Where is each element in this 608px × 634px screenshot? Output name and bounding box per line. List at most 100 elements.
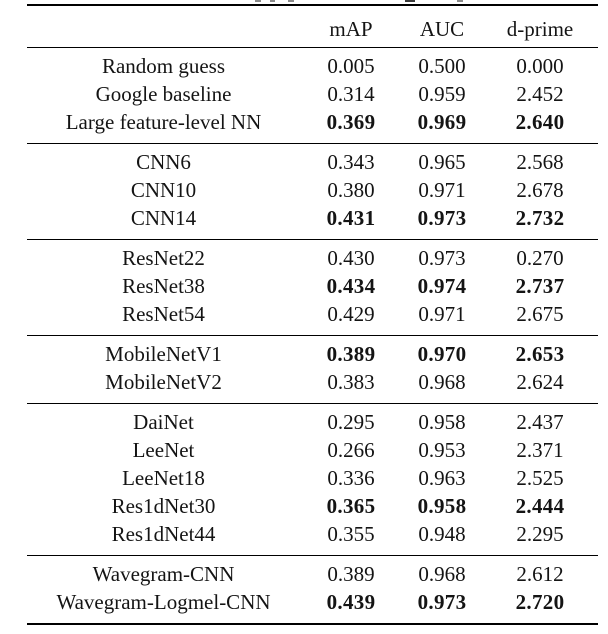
row-label: ResNet38: [122, 274, 205, 298]
dprime-value: 2.568: [516, 150, 564, 174]
map-value: 0.380: [327, 178, 375, 202]
row-label: LeeNet18: [122, 466, 205, 490]
table-row: ResNet38 0.434 0.974 2.737: [27, 272, 598, 300]
map-value: 0.365: [326, 494, 376, 518]
dprime-value: 2.612: [516, 562, 564, 586]
caption-remnant: [405, 0, 415, 2]
auc-value: 0.973: [417, 590, 467, 614]
row-label: Wavegram-CNN: [92, 562, 235, 586]
map-value: 0.343: [327, 150, 375, 174]
map-value: 0.005: [327, 54, 375, 78]
table-row: Wavegram-Logmel-CNN 0.439 0.973 2.720: [27, 588, 598, 624]
section-wavegram: Wavegram-CNN 0.389 0.968 2.612 Wavegram-…: [27, 556, 598, 625]
row-label: Large feature-level NN: [65, 110, 262, 134]
auc-value: 0.968: [418, 370, 466, 394]
auc-value: 0.973: [418, 246, 466, 270]
table-row: Res1dNet44 0.355 0.948 2.295: [27, 520, 598, 556]
dprime-value: 2.295: [516, 522, 564, 546]
section-baselines: Random guess 0.005 0.500 0.000 Google ba…: [27, 48, 598, 144]
table-row: CNN14 0.431 0.973 2.732: [27, 204, 598, 240]
dprime-value: 0.000: [516, 54, 564, 78]
auc-value: 0.963: [418, 466, 466, 490]
map-value: 0.369: [326, 110, 376, 134]
auc-value: 0.971: [418, 302, 466, 326]
map-value: 0.430: [327, 246, 375, 270]
auc-value: 0.500: [418, 54, 466, 78]
table-row: Google baseline 0.314 0.959 2.452: [27, 80, 598, 108]
section-mobilenet: MobileNetV1 0.389 0.970 2.653 MobileNetV…: [27, 336, 598, 404]
table-header: mAP AUC d-prime: [27, 5, 598, 48]
dprime-value: 2.678: [516, 178, 564, 202]
dprime-value: 2.675: [516, 302, 564, 326]
map-value: 0.266: [327, 438, 375, 462]
dprime-value: 2.732: [515, 206, 565, 230]
map-value: 0.431: [326, 206, 376, 230]
row-label: Res1dNet30: [111, 494, 216, 518]
auc-value: 0.970: [417, 342, 467, 366]
col-header-dprime: d-prime: [506, 17, 574, 41]
auc-value: 0.953: [418, 438, 466, 462]
caption-remnant: [270, 0, 275, 2]
row-label: Random guess: [101, 54, 226, 78]
col-header-map: mAP: [329, 17, 373, 41]
dprime-value: 2.444: [515, 494, 565, 518]
row-label: DaiNet: [133, 410, 194, 434]
section-resnet: ResNet22 0.430 0.973 0.270 ResNet38 0.43…: [27, 240, 598, 336]
header-row: mAP AUC d-prime: [27, 5, 598, 48]
table-row: MobileNetV2 0.383 0.968 2.624: [27, 368, 598, 404]
map-value: 0.429: [327, 302, 375, 326]
auc-value: 0.969: [417, 110, 467, 134]
dprime-value: 2.737: [515, 274, 565, 298]
auc-value: 0.958: [418, 410, 466, 434]
row-label: Res1dNet44: [111, 522, 216, 546]
table-row: Wavegram-CNN 0.389 0.968 2.612: [27, 556, 598, 589]
row-label: ResNet22: [122, 246, 205, 270]
table-row: ResNet54 0.429 0.971 2.675: [27, 300, 598, 336]
table-row: CNN10 0.380 0.971 2.678: [27, 176, 598, 204]
caption-remnant: [288, 0, 294, 2]
table-row: ResNet22 0.430 0.973 0.270: [27, 240, 598, 273]
corner-cell: [27, 5, 300, 48]
auc-value: 0.959: [418, 82, 466, 106]
dprime-value: 2.720: [515, 590, 565, 614]
table-row: Res1dNet30 0.365 0.958 2.444: [27, 492, 598, 520]
auc-value: 0.974: [417, 274, 467, 298]
table-row: Large feature-level NN 0.369 0.969 2.640: [27, 108, 598, 144]
auc-value: 0.965: [418, 150, 466, 174]
map-value: 0.355: [327, 522, 375, 546]
results-table: mAP AUC d-prime Random guess 0.005 0.500…: [27, 4, 598, 625]
section-1d-cnns: DaiNet 0.295 0.958 2.437 LeeNet 0.266 0.…: [27, 404, 598, 556]
auc-value: 0.958: [417, 494, 467, 518]
auc-value: 0.948: [418, 522, 466, 546]
caption-remnant: [255, 0, 261, 2]
map-value: 0.336: [327, 466, 375, 490]
map-value: 0.383: [327, 370, 375, 394]
row-label: MobileNetV1: [105, 342, 222, 366]
row-label: MobileNetV2: [105, 370, 222, 394]
row-label: ResNet54: [122, 302, 205, 326]
map-value: 0.314: [327, 82, 375, 106]
caption-remnant: [457, 0, 463, 2]
dprime-value: 2.624: [516, 370, 564, 394]
table-row: Random guess 0.005 0.500 0.000: [27, 48, 598, 81]
map-value: 0.295: [327, 410, 375, 434]
col-header-auc: AUC: [419, 17, 465, 41]
row-label: Google baseline: [95, 82, 232, 106]
dprime-value: 2.525: [516, 466, 564, 490]
row-label: CNN14: [130, 206, 197, 230]
row-label: CNN6: [136, 150, 191, 174]
dprime-value: 2.437: [516, 410, 564, 434]
map-value: 0.389: [327, 562, 375, 586]
auc-value: 0.973: [417, 206, 467, 230]
table-row: DaiNet 0.295 0.958 2.437: [27, 404, 598, 437]
dprime-value: 2.452: [516, 82, 564, 106]
auc-value: 0.968: [418, 562, 466, 586]
table-row: MobileNetV1 0.389 0.970 2.653: [27, 336, 598, 369]
table-row: LeeNet18 0.336 0.963 2.525: [27, 464, 598, 492]
row-label: LeeNet: [132, 438, 195, 462]
dprime-value: 2.371: [516, 438, 564, 462]
map-value: 0.439: [326, 590, 376, 614]
row-label: CNN10: [130, 178, 197, 202]
row-label: Wavegram-Logmel-CNN: [56, 590, 271, 614]
map-value: 0.434: [326, 274, 376, 298]
